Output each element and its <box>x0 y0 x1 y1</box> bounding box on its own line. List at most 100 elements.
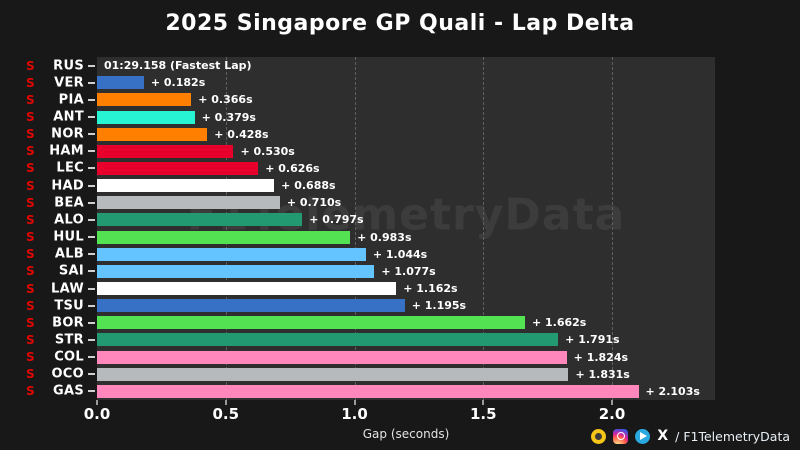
tyre-compound: S <box>26 332 35 347</box>
social-icon-yellow-dot <box>595 432 603 440</box>
bar-value-label: + 0.379s <box>201 110 256 124</box>
bar-ham <box>97 144 234 158</box>
bar-row-law: + 1.162s <box>97 280 715 297</box>
bar-alo <box>97 213 303 227</box>
bar-value-label: + 1.791s <box>565 333 620 347</box>
telegram-plane <box>640 432 648 440</box>
tyre-compound: S <box>26 92 35 107</box>
y-tick-mark <box>88 270 95 273</box>
y-label-row-str: S STR <box>0 331 97 348</box>
bar-row-nor: + 0.428s <box>97 126 715 143</box>
y-label-row-nor: S NOR <box>0 126 97 143</box>
bar-value-label: + 0.182s <box>150 76 206 90</box>
y-tick-mark <box>88 390 95 393</box>
tyre-compound: S <box>26 264 35 279</box>
bar-row-oco: + 1.831s <box>97 366 715 383</box>
tyre-compound: S <box>26 178 35 193</box>
y-tick-mark <box>88 133 95 136</box>
y-tick-mark <box>88 64 95 67</box>
y-label-row-col: S COL <box>0 349 97 366</box>
y-tick-mark <box>88 167 95 170</box>
bar-row-str: + 1.791s <box>97 331 715 348</box>
bar-value-label: + 1.044s <box>372 247 428 261</box>
bar-row-rus: 01:29.158 (Fastest Lap) <box>97 57 715 74</box>
footer-handle: / F1TelemetryData <box>675 428 790 444</box>
driver-code: ALO <box>54 212 84 228</box>
bar-str <box>97 333 559 347</box>
y-tick-mark <box>88 253 95 256</box>
y-tick-mark <box>88 150 95 153</box>
y-label-row-law: S LAW <box>0 280 97 297</box>
gridline <box>354 57 356 400</box>
bar-row-hul: + 0.983s <box>97 229 715 246</box>
y-tick-mark <box>88 338 95 341</box>
bar-row-bea: + 0.710s <box>97 194 715 211</box>
y-tick-mark <box>88 98 95 101</box>
bar-pia <box>97 93 192 107</box>
driver-code: ANT <box>53 109 84 125</box>
bar-row-ant: + 0.379s <box>97 108 715 125</box>
bar-value-label: + 1.662s <box>531 316 587 330</box>
tyre-compound: S <box>26 281 35 296</box>
driver-code: ALB <box>54 246 84 262</box>
tyre-compound: S <box>26 212 35 227</box>
driver-code: BOR <box>52 315 84 331</box>
driver-code: BEA <box>54 195 84 211</box>
bar-col <box>97 350 567 364</box>
tyre-compound: S <box>26 350 35 365</box>
y-label-row-sai: S SAI <box>0 263 97 280</box>
bar-row-tsu: + 1.195s <box>97 297 715 314</box>
tyre-compound: S <box>26 247 35 262</box>
bar-row-sai: + 1.077s <box>97 263 715 280</box>
bar-bor <box>97 316 525 330</box>
y-tick-mark <box>88 373 95 376</box>
driver-code: VER <box>54 75 84 91</box>
tyre-compound: S <box>26 161 35 176</box>
tyre-compound: S <box>26 127 35 142</box>
bar-nor <box>97 127 208 141</box>
y-label-row-ant: S ANT <box>0 108 97 125</box>
tyre-compound: S <box>26 58 35 73</box>
driver-code: NOR <box>51 126 84 142</box>
x-tick-mark <box>96 400 98 405</box>
y-tick-mark <box>88 116 95 118</box>
driver-code: STR <box>54 332 84 348</box>
x-tick-label: 1.5 <box>469 405 497 423</box>
bar-gas <box>97 384 639 398</box>
bar-row-alo: + 0.797s <box>97 211 715 228</box>
bar-oco <box>97 367 569 381</box>
bar-row-gas: + 2.103s <box>97 383 715 400</box>
x-tick-label: 0.5 <box>212 405 240 423</box>
bar-value-label: + 1.831s <box>575 367 630 381</box>
bar-value-label: + 1.824s <box>573 350 629 364</box>
driver-code: GAS <box>53 383 84 399</box>
y-label-row-ver: S VER <box>0 74 97 91</box>
bar-value-label: + 0.710s <box>286 196 342 210</box>
bar-law <box>97 282 397 295</box>
bar-value-label: + 0.626s <box>265 161 320 175</box>
chart-title: 2025 Singapore GP Quali - Lap Delta <box>165 11 635 36</box>
y-tick-mark <box>88 321 95 324</box>
tyre-compound: S <box>26 110 35 124</box>
x-tick-mark <box>353 400 356 405</box>
bar-tsu <box>97 299 405 313</box>
x-tick-mark <box>482 400 485 405</box>
bar-value-label: + 2.103s <box>645 384 700 398</box>
y-tick-mark <box>88 356 95 359</box>
bar-had <box>97 179 275 193</box>
bar-value-label: + 0.688s <box>281 179 336 193</box>
x-tick-label: 1.0 <box>341 405 368 423</box>
driver-code: TSU <box>54 298 84 314</box>
bar-value-label: + 0.530s <box>240 144 295 158</box>
x-axis-label: Gap (seconds) <box>362 427 450 441</box>
bar-value-label: + 0.983s <box>357 230 412 244</box>
y-label-row-bea: S BEA <box>0 194 97 211</box>
y-label-row-had: S HAD <box>0 177 97 194</box>
bar-row-alb: + 1.044s <box>97 246 715 263</box>
y-label-row-oco: S OCO <box>0 366 97 383</box>
bar-value-label: + 1.195s <box>411 299 467 313</box>
bar-value-label: + 0.366s <box>198 93 253 107</box>
y-tick-mark <box>88 287 95 290</box>
y-label-row-pia: S PIA <box>0 91 97 108</box>
